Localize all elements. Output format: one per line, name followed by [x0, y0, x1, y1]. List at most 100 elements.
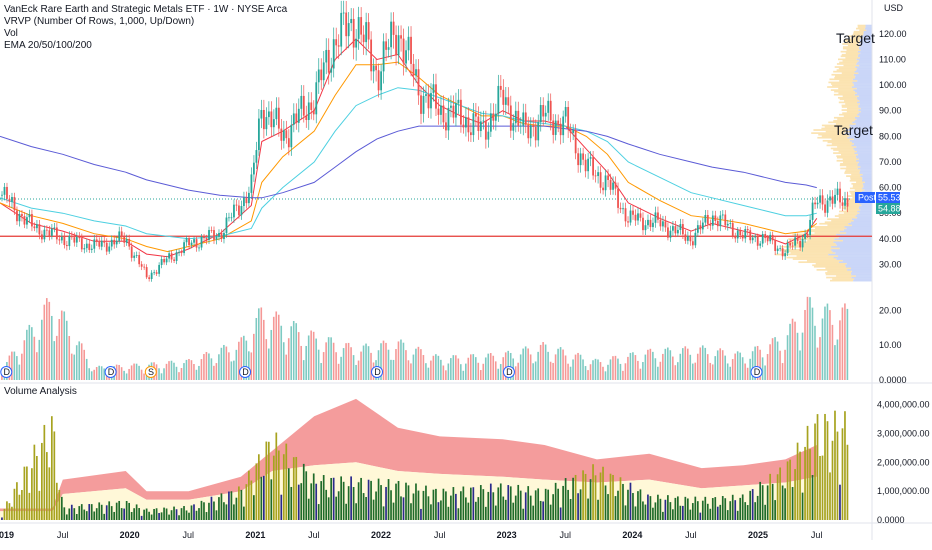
- candle-up: [160, 259, 163, 265]
- volume-analysis-bar: [53, 431, 56, 520]
- candle-down: [764, 234, 767, 239]
- volume-analysis-bar: [450, 495, 452, 520]
- candle-down: [6, 186, 8, 199]
- volume-bar: [804, 309, 806, 380]
- volume-bar: [589, 364, 592, 380]
- volume-bar: [43, 304, 46, 380]
- vrvp-row-up: [850, 178, 863, 181]
- candle-up: [487, 131, 490, 140]
- volume-analysis-bar: [300, 483, 303, 520]
- vrvp-row-up: [842, 158, 859, 161]
- volume-analysis-bar: [380, 485, 382, 520]
- vrvp-row-up: [824, 126, 851, 128]
- vrvp-row-down: [859, 202, 872, 205]
- volume-analysis-bar: [794, 469, 796, 520]
- volume-bar: [789, 323, 791, 380]
- candle-down: [599, 172, 602, 188]
- volume-bar: [624, 363, 627, 380]
- volume-bar: [370, 352, 372, 380]
- volume-bar: [330, 337, 332, 380]
- candle-down: [345, 12, 348, 37]
- volume-bar: [689, 354, 692, 380]
- volume-analysis-bar: [769, 473, 771, 520]
- volume-analysis-bar: [297, 484, 300, 520]
- volume-analysis-bar: [686, 498, 689, 520]
- candle-down: [105, 242, 108, 252]
- volume-bar: [435, 354, 437, 380]
- vrvp-row-down: [851, 144, 872, 147]
- volume-analysis-bar: [569, 498, 572, 520]
- vrvp-row-up: [844, 38, 860, 41]
- vrvp-row-down: [857, 164, 872, 167]
- vrvp-row-up: [839, 61, 858, 64]
- volume-analysis-bar: [8, 503, 11, 520]
- volume-analysis-bar: [11, 506, 13, 520]
- candle-down: [305, 115, 308, 120]
- volume-analysis-bar: [522, 508, 525, 520]
- volume-analysis-bar: [183, 506, 185, 520]
- volume-analysis-bar: [547, 489, 550, 520]
- candle-down: [163, 259, 166, 263]
- volume-analysis-bar: [372, 499, 375, 520]
- volume-bar: [477, 362, 480, 380]
- volume-bar: [507, 350, 510, 380]
- volume-bar: [465, 363, 467, 380]
- volume-bar: [709, 362, 712, 380]
- candle-down: [577, 153, 580, 166]
- candle-up: [816, 202, 819, 205]
- vrvp-row-down: [864, 27, 872, 30]
- candle-down: [749, 230, 752, 241]
- candle-up: [736, 230, 739, 239]
- candle-down: [302, 95, 305, 116]
- volume-analysis-bar: [340, 476, 342, 520]
- vrvp-row-up: [832, 278, 855, 280]
- vrvp-row-up: [844, 170, 860, 173]
- candle-up: [794, 237, 797, 246]
- candle-up: [315, 82, 318, 115]
- candle-up: [834, 194, 836, 204]
- volume-analysis-bar: [400, 496, 402, 520]
- candle-up: [292, 113, 295, 125]
- volume-analysis-bar: [350, 476, 352, 520]
- volume-analysis-axis-tick: 1,000,000.00: [877, 486, 930, 496]
- vrvp-row-up: [846, 175, 861, 177]
- vrvp-row-down: [858, 109, 872, 111]
- volume-bar: [340, 356, 342, 380]
- candle-down: [582, 153, 585, 160]
- volume-analysis-bar: [250, 480, 253, 520]
- vrvp-row-up: [815, 227, 847, 230]
- candle-down: [649, 219, 652, 228]
- volume-bar: [365, 343, 367, 380]
- volume-analysis-bar: [447, 506, 450, 520]
- volume-analysis-bar: [190, 505, 193, 520]
- candle-down: [624, 208, 627, 222]
- volume-bar: [677, 362, 679, 380]
- volume-analysis-bar: [153, 508, 155, 520]
- volume-analysis-bar: [38, 490, 41, 520]
- vrvp-row-down: [860, 209, 872, 211]
- volume-analysis-bar: [632, 493, 634, 520]
- candle-down: [756, 236, 759, 246]
- volume-analysis-bar: [734, 500, 737, 520]
- volume-analysis-bar: [352, 487, 355, 520]
- legend-title: VanEck Rare Earth and Strategic Metals E…: [4, 4, 288, 15]
- vrvp-row-down: [839, 230, 872, 233]
- candle-down: [607, 175, 609, 180]
- vrvp-row-down: [863, 30, 872, 33]
- volume-bar: [816, 347, 819, 380]
- candle-down: [474, 113, 477, 117]
- vrvp-row-up: [798, 261, 839, 264]
- volume-bar: [811, 307, 814, 380]
- volume-bar: [537, 351, 539, 380]
- volume-bar: [355, 364, 357, 380]
- volume-bar: [55, 335, 58, 380]
- event-marker-circle: [502, 366, 515, 378]
- candle-down: [337, 45, 340, 47]
- volume-bar: [115, 364, 118, 380]
- candle-down: [549, 100, 552, 121]
- volume-bar: [532, 363, 534, 380]
- candle-up: [514, 110, 517, 124]
- vrvp-row-down: [855, 215, 872, 217]
- vrvp-row-up: [845, 209, 861, 211]
